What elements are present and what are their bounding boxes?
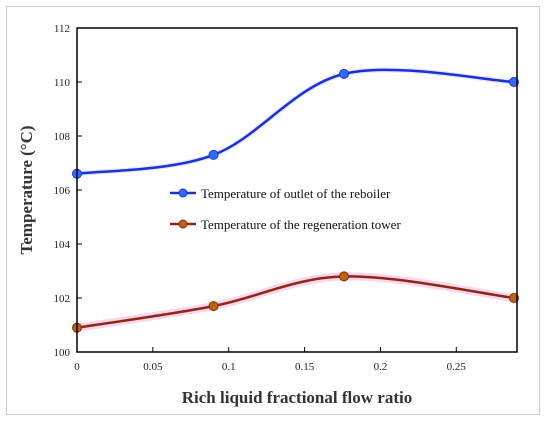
data-point-reboiler xyxy=(339,68,350,79)
y-tick-label: 112 xyxy=(54,23,70,35)
data-point-reboiler xyxy=(508,77,519,87)
legend-marker-reboiler xyxy=(178,188,188,198)
series-line-regeneration-tower xyxy=(76,275,515,329)
tick-labels: 0 0.05 0.1 0.15 0.2 0.25 100 102 104 106 108 110 112 xyxy=(54,23,467,373)
series-line-reboiler xyxy=(76,68,515,176)
series-layer xyxy=(73,67,518,332)
y-tick-label: 102 xyxy=(54,293,71,305)
x-tick-label: 0.25 xyxy=(447,361,467,373)
x-axis-title: Rich liquid fractional flow ratio xyxy=(182,388,412,407)
y-axis-title: Temperature (°C) xyxy=(17,125,36,254)
y-tick-label: 100 xyxy=(54,347,71,359)
x-tick-label: 0.1 xyxy=(222,361,236,373)
x-tick-label: 0.2 xyxy=(374,361,388,373)
axis-ticks xyxy=(76,27,457,353)
data-point-regeneration-tower xyxy=(508,293,519,303)
y-tick-label: 104 xyxy=(54,239,71,251)
legend-item-reboiler: Temperature of outlet of the reboiler xyxy=(170,186,391,201)
legend-marker-regeneration-tower xyxy=(178,219,188,229)
legend: Temperature of outlet of the reboiler Te… xyxy=(170,186,401,232)
data-point-regeneration-tower xyxy=(339,271,350,282)
x-tick-label: 0 xyxy=(74,361,80,373)
legend-label-regeneration-tower: Temperature of the regeneration tower xyxy=(201,217,401,232)
x-tick-label: 0.05 xyxy=(143,361,163,373)
data-point-regeneration-tower xyxy=(208,301,219,312)
data-point-reboiler xyxy=(208,149,219,160)
y-tick-label: 106 xyxy=(54,185,71,197)
legend-item-regeneration-tower: Temperature of the regeneration tower xyxy=(170,217,401,232)
y-tick-label: 110 xyxy=(54,77,71,89)
legend-label-reboiler: Temperature of outlet of the reboiler xyxy=(201,186,391,201)
x-tick-label: 0.15 xyxy=(295,361,315,373)
series-line-glow-reboiler xyxy=(74,67,517,177)
y-tick-label: 108 xyxy=(54,131,71,143)
